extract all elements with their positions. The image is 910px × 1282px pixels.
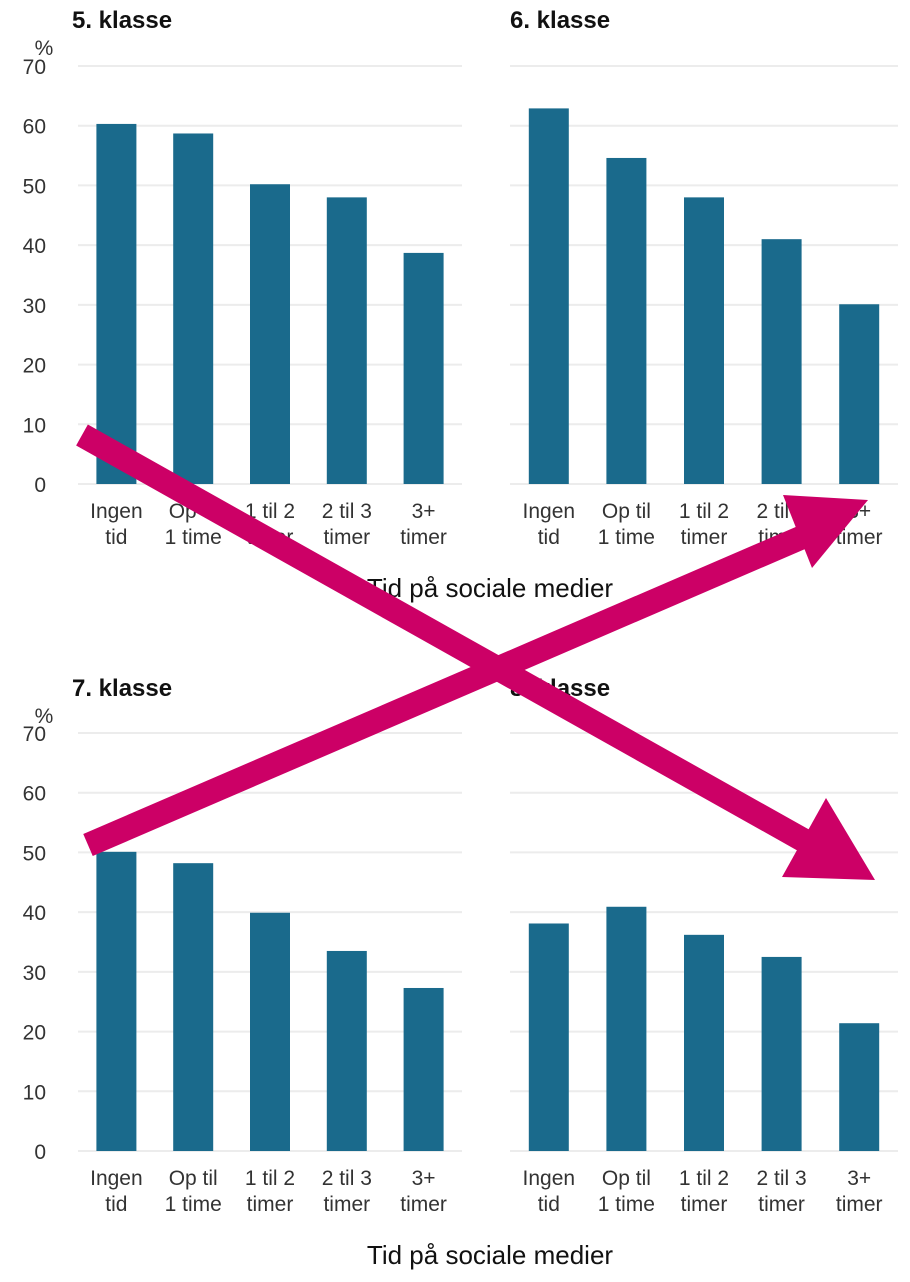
arrow-shaft-down bbox=[76, 424, 818, 856]
x-tick-label: 3+ bbox=[412, 1167, 436, 1190]
bar bbox=[173, 863, 214, 1151]
bar bbox=[684, 934, 724, 1151]
y-tick-label: 50 bbox=[23, 175, 46, 198]
y-tick-label: 70 bbox=[23, 723, 46, 746]
x-tick-label: timer bbox=[836, 1193, 883, 1216]
x-tick-label: Ingen bbox=[523, 1167, 576, 1190]
bar bbox=[326, 950, 367, 1151]
y-tick-label: 10 bbox=[23, 1081, 46, 1104]
y-tick-label: 20 bbox=[23, 1022, 46, 1045]
bar bbox=[403, 987, 444, 1151]
y-axis-unit-label: % bbox=[35, 705, 54, 728]
x-tick-label: 2 til 3 bbox=[756, 1167, 806, 1190]
arrow-head-down-right bbox=[782, 798, 875, 880]
bar bbox=[96, 123, 137, 485]
x-tick-label: 1 til 2 bbox=[679, 1167, 729, 1190]
panel-title: 5. klasse bbox=[72, 7, 172, 34]
bar bbox=[528, 108, 569, 484]
y-tick-label: 10 bbox=[23, 414, 46, 437]
y-tick-label: 30 bbox=[23, 295, 46, 318]
bar bbox=[684, 197, 724, 484]
y-tick-label: 0 bbox=[34, 1141, 46, 1164]
x-tick-label: Op til bbox=[169, 1167, 218, 1190]
x-axis-label: Tid på sociale medier bbox=[367, 1240, 613, 1270]
bar bbox=[326, 197, 367, 484]
x-tick-label: timer bbox=[400, 526, 447, 549]
x-tick-label: tid bbox=[105, 1193, 127, 1216]
x-tick-label: timer bbox=[681, 1193, 728, 1216]
y-tick-label: 40 bbox=[23, 902, 46, 925]
y-tick-label: 50 bbox=[23, 842, 46, 865]
x-tick-label: 1 til 2 bbox=[245, 500, 295, 523]
x-tick-label: timer bbox=[323, 1193, 370, 1216]
bar bbox=[839, 304, 880, 484]
x-tick-label: Ingen bbox=[90, 1167, 143, 1190]
x-tick-label: 3+ bbox=[412, 500, 436, 523]
bar bbox=[173, 133, 214, 484]
y-axis-unit-label: % bbox=[35, 37, 54, 60]
x-tick-label: 2 til 3 bbox=[322, 1167, 372, 1190]
x-tick-label: Op til bbox=[602, 500, 651, 523]
x-tick-label: timer bbox=[400, 1193, 447, 1216]
arrow-shaft-up bbox=[83, 521, 817, 857]
panel-title: 7. klasse bbox=[72, 675, 172, 702]
y-tick-label: 30 bbox=[23, 962, 46, 985]
bar bbox=[839, 1023, 880, 1151]
x-tick-label: tid bbox=[538, 1193, 560, 1216]
bar bbox=[403, 252, 444, 484]
x-tick-label: 1 time bbox=[165, 1193, 222, 1216]
x-tick-label: tid bbox=[538, 526, 560, 549]
bar bbox=[250, 912, 290, 1151]
bar bbox=[606, 906, 647, 1151]
x-tick-label: 1 til 2 bbox=[245, 1167, 295, 1190]
x-tick-label: Ingen bbox=[523, 500, 576, 523]
y-tick-label: 60 bbox=[23, 116, 46, 139]
y-tick-label: 0 bbox=[34, 474, 46, 497]
bar bbox=[250, 184, 290, 484]
x-axis-label: Tid på sociale medier bbox=[367, 573, 613, 603]
bar bbox=[761, 956, 802, 1151]
x-tick-label: Ingen bbox=[90, 500, 143, 523]
x-tick-label: Op til bbox=[602, 1167, 651, 1190]
panel-title: 6. klasse bbox=[510, 7, 610, 34]
x-tick-label: 2 til 3 bbox=[322, 500, 372, 523]
arrow-head-up-right bbox=[783, 495, 868, 568]
x-tick-label: 1 time bbox=[598, 1193, 655, 1216]
x-tick-label: timer bbox=[836, 526, 883, 549]
x-tick-label: 1 til 2 bbox=[679, 500, 729, 523]
x-tick-label: 1 time bbox=[165, 526, 222, 549]
x-tick-label: tid bbox=[105, 526, 127, 549]
y-tick-label: 40 bbox=[23, 235, 46, 258]
x-tick-label: 3+ bbox=[847, 1167, 871, 1190]
y-tick-label: 20 bbox=[23, 355, 46, 378]
bar bbox=[761, 239, 802, 484]
y-tick-label: 60 bbox=[23, 783, 46, 806]
bar bbox=[528, 923, 569, 1151]
x-tick-label: timer bbox=[758, 1193, 805, 1216]
bar bbox=[96, 851, 137, 1151]
x-tick-label: 1 time bbox=[598, 526, 655, 549]
y-tick-label: 70 bbox=[23, 56, 46, 79]
x-tick-label: timer bbox=[323, 526, 370, 549]
x-tick-label: timer bbox=[681, 526, 728, 549]
bar bbox=[606, 157, 647, 484]
x-tick-label: timer bbox=[247, 1193, 294, 1216]
